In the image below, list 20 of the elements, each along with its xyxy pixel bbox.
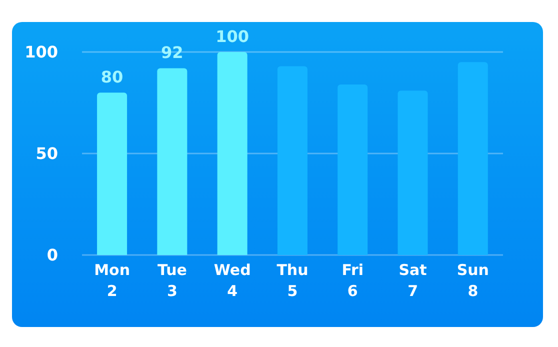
- x-tick-label: Sun 8: [456, 261, 490, 300]
- bar: [398, 90, 428, 255]
- bar: [157, 68, 188, 255]
- data-label: 100: [216, 27, 250, 46]
- x-tick-label: Tue 3: [157, 261, 187, 300]
- data-label: 92: [161, 43, 184, 62]
- bar: [338, 84, 368, 255]
- y-tick-label: 50: [36, 144, 58, 164]
- bar: [217, 52, 248, 255]
- x-tick-label: Mon 2: [94, 261, 130, 300]
- data-label: 80: [100, 68, 124, 87]
- y-tick-label: 100: [24, 42, 58, 62]
- x-tick-label: Wed 4: [214, 261, 251, 300]
- y-tick-label: 0: [46, 246, 58, 265]
- bar: [97, 92, 128, 255]
- bar: [277, 66, 308, 255]
- x-tick-label: Fri 6: [342, 261, 364, 300]
- x-tick-label: Sat 7: [398, 261, 427, 300]
- x-tick-label: Thu 5: [276, 261, 308, 300]
- bar: [458, 62, 488, 255]
